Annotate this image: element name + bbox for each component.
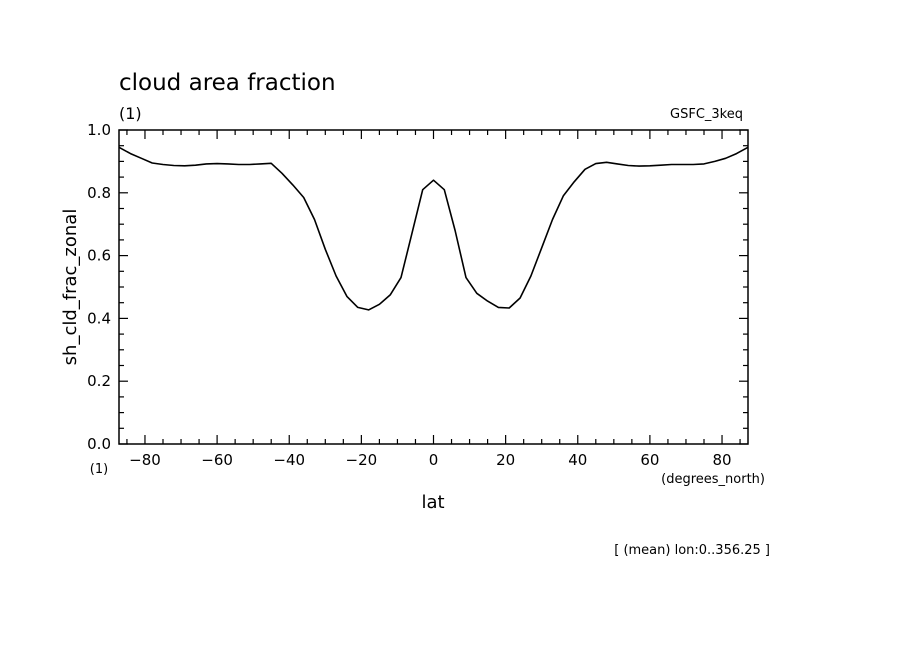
x-tick-label: −40 [273,451,305,469]
y-tick-label: 0.2 [87,372,111,390]
chart-units-label: (1) [119,104,142,123]
plot-frame [118,129,749,445]
y-tick-label: 0.8 [87,184,111,202]
x-tick-label: 40 [568,451,587,469]
x-tick-label: 60 [640,451,659,469]
x-tick-label: −80 [129,451,161,469]
x-axis-label: lat [421,492,444,513]
chart-title: cloud area fraction [119,70,336,96]
axis-tick-labels: −80 −60 −40 −20 0 20 40 60 80 0.0 0.2 0.4 0.6 0.8 1.0 [87,121,731,469]
x-tick-label: −60 [201,451,233,469]
y-tick-label: 0.0 [87,435,111,453]
y-tick-label: 0.4 [87,309,111,327]
model-label: GSFC_3keq [670,107,743,122]
y-axis-label: sh_cld_frac_zonal [60,209,81,366]
x-tick-label: −20 [346,451,378,469]
axis-ticks [119,129,748,445]
y-axis-units: (1) [90,462,108,477]
footer-note: [ (mean) lon:0..356.25 ] [614,543,770,558]
series-line [118,146,749,311]
y-tick-label: 0.6 [87,247,111,265]
y-tick-label: 1.0 [87,121,111,139]
x-axis-units: (degrees_north) [661,472,765,487]
x-tick-label: 0 [429,451,439,469]
x-tick-label: 80 [712,451,731,469]
x-tick-label: 20 [496,451,515,469]
